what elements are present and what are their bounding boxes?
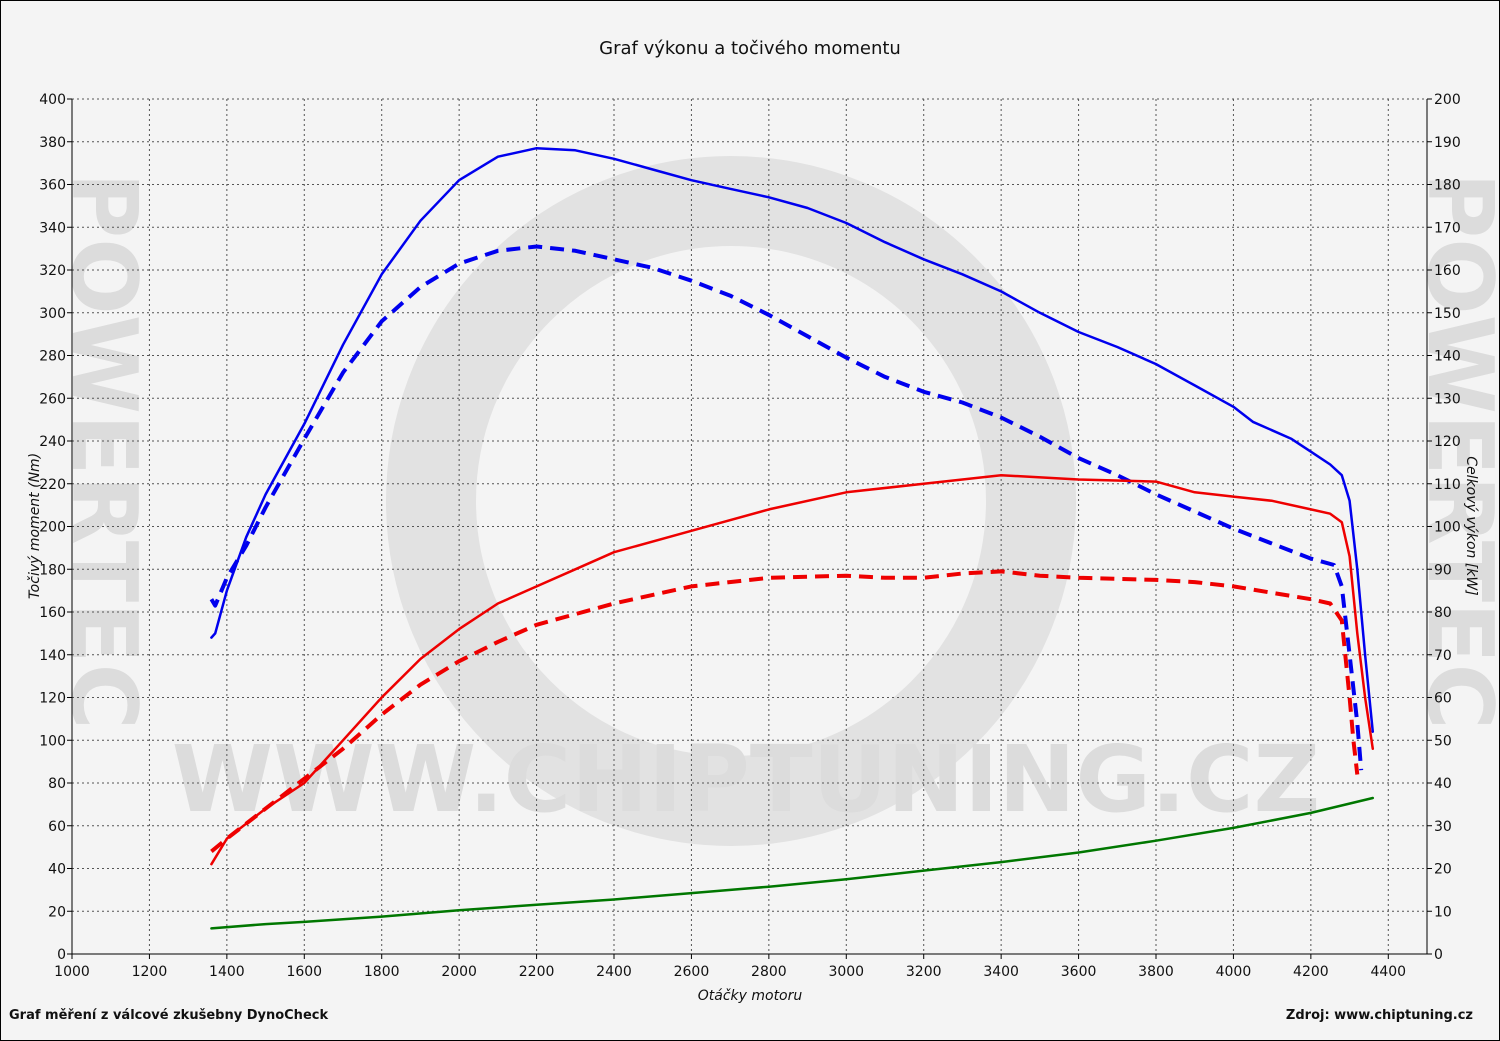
x-tick-label: 2600 xyxy=(674,964,710,980)
grid xyxy=(72,98,1427,954)
chart-title: Graf výkonu a točivého momentu xyxy=(599,38,901,59)
x-tick-label: 2000 xyxy=(441,964,477,980)
series-group xyxy=(209,146,1375,930)
y-left-tick-label: 340 xyxy=(39,220,66,236)
y-left-tick-label: 120 xyxy=(39,691,66,707)
y-right-tick-label: 100 xyxy=(1434,520,1461,536)
y-left-tick-label: 200 xyxy=(39,520,66,536)
x-axis-label: Otáčky motoru xyxy=(698,988,803,1004)
y-right-tick-label: 120 xyxy=(1434,434,1461,450)
x-tick-label: 1200 xyxy=(132,964,168,980)
y-left-tick-label: 40 xyxy=(48,862,66,878)
y-right-tick-label: 110 xyxy=(1434,477,1461,493)
y-left-tick-label: 180 xyxy=(39,562,66,578)
watermark-url: WWW.CHIPTUNING.CZ xyxy=(172,726,1320,833)
x-tick-label: 3200 xyxy=(906,964,942,980)
x-tick-label: 1800 xyxy=(364,964,400,980)
watermark: WWW.CHIPTUNING.CZ POWERTEC POWERTEC xyxy=(51,156,1499,846)
y-right-tick-label: 0 xyxy=(1434,947,1443,963)
y-right-tick-label: 140 xyxy=(1434,349,1461,365)
y-right-tick-label: 190 xyxy=(1434,135,1461,151)
footer-left: Graf měření z válcové zkušebny DynoCheck xyxy=(9,1008,328,1023)
watermark-logo-ring xyxy=(386,156,1076,846)
x-tick-label: 3600 xyxy=(1061,964,1097,980)
y-left-tick-label: 0 xyxy=(57,947,66,963)
x-tick-label: 2400 xyxy=(596,964,632,980)
y-right-tick-label: 80 xyxy=(1434,605,1452,621)
series-line-5 xyxy=(210,796,1375,930)
y-left-tick-label: 300 xyxy=(39,306,66,322)
y-left-tick-label: 60 xyxy=(48,819,66,835)
y-left-tick-labels: 0 20 40 60 80 100 120 140 160 180 200 220 240 260 280 3… xyxy=(39,92,72,963)
y-left-tick-label: 240 xyxy=(39,434,66,450)
y-left-tick-label: 20 xyxy=(48,904,66,920)
y-left-tick-label: 160 xyxy=(39,605,66,621)
y-left-tick-label: 100 xyxy=(39,733,66,749)
series-line-4 xyxy=(210,569,1360,853)
y-left-tick-label: 400 xyxy=(39,92,66,108)
series-line-1 xyxy=(210,146,1375,733)
y-left-tick-label: 140 xyxy=(39,648,66,664)
x-tick-label: 4000 xyxy=(1216,964,1252,980)
y-right-tick-label: 70 xyxy=(1434,648,1452,664)
y-right-tick-label: 40 xyxy=(1434,776,1452,792)
y-left-tick-label: 260 xyxy=(39,391,66,407)
y-left-axis-label: Točivý moment (Nm) xyxy=(27,453,43,599)
footer-right: Zdroj: www.chiptuning.cz xyxy=(1286,1008,1473,1023)
x-tick-label: 3400 xyxy=(983,964,1019,980)
x-tick-label: 2200 xyxy=(519,964,555,980)
x-tick-label: 2800 xyxy=(751,964,787,980)
y-right-tick-label: 130 xyxy=(1434,391,1461,407)
y-right-tick-label: 180 xyxy=(1434,178,1461,194)
x-tick-label: 4200 xyxy=(1293,964,1329,980)
y-right-tick-label: 90 xyxy=(1434,562,1452,578)
y-right-tick-label: 60 xyxy=(1434,691,1452,707)
y-right-tick-label: 160 xyxy=(1434,263,1461,279)
y-right-tick-label: 10 xyxy=(1434,904,1452,920)
y-right-tick-label: 20 xyxy=(1434,862,1452,878)
y-left-tick-label: 360 xyxy=(39,178,66,194)
y-left-tick-label: 380 xyxy=(39,135,66,151)
series-line-2 xyxy=(209,244,1364,771)
y-left-tick-label: 320 xyxy=(39,263,66,279)
x-tick-label: 1000 xyxy=(54,964,90,980)
x-tick-labels: 1000 1200 1400 1600 1800 2000 2200 2400 2600 2800… xyxy=(54,954,1406,980)
y-left-tick-label: 280 xyxy=(39,349,66,365)
x-tick-label: 1600 xyxy=(286,964,322,980)
y-right-axis-label: Celkový výkon [kW] xyxy=(1463,456,1479,595)
y-left-tick-label: 220 xyxy=(39,477,66,493)
watermark-side-left: POWERTEC xyxy=(51,172,156,729)
y-right-tick-labels: 0 10 20 30 40 50 60 70 80 90 100 110 120 130 140 150 160… xyxy=(1427,92,1461,963)
y-right-tick-label: 150 xyxy=(1434,306,1461,322)
x-tick-label: 3800 xyxy=(1138,964,1174,980)
x-tick-label: 3000 xyxy=(828,964,864,980)
y-left-tick-label: 80 xyxy=(48,776,66,792)
x-tick-label: 1400 xyxy=(209,964,245,980)
watermark-side-right: POWERTEC xyxy=(1407,172,1499,729)
y-right-tick-label: 50 xyxy=(1434,733,1452,749)
y-right-tick-label: 30 xyxy=(1434,819,1452,835)
y-right-tick-label: 200 xyxy=(1434,92,1461,108)
series-line-3 xyxy=(210,473,1375,866)
y-right-tick-label: 170 xyxy=(1434,220,1461,236)
x-tick-label: 4400 xyxy=(1370,964,1406,980)
